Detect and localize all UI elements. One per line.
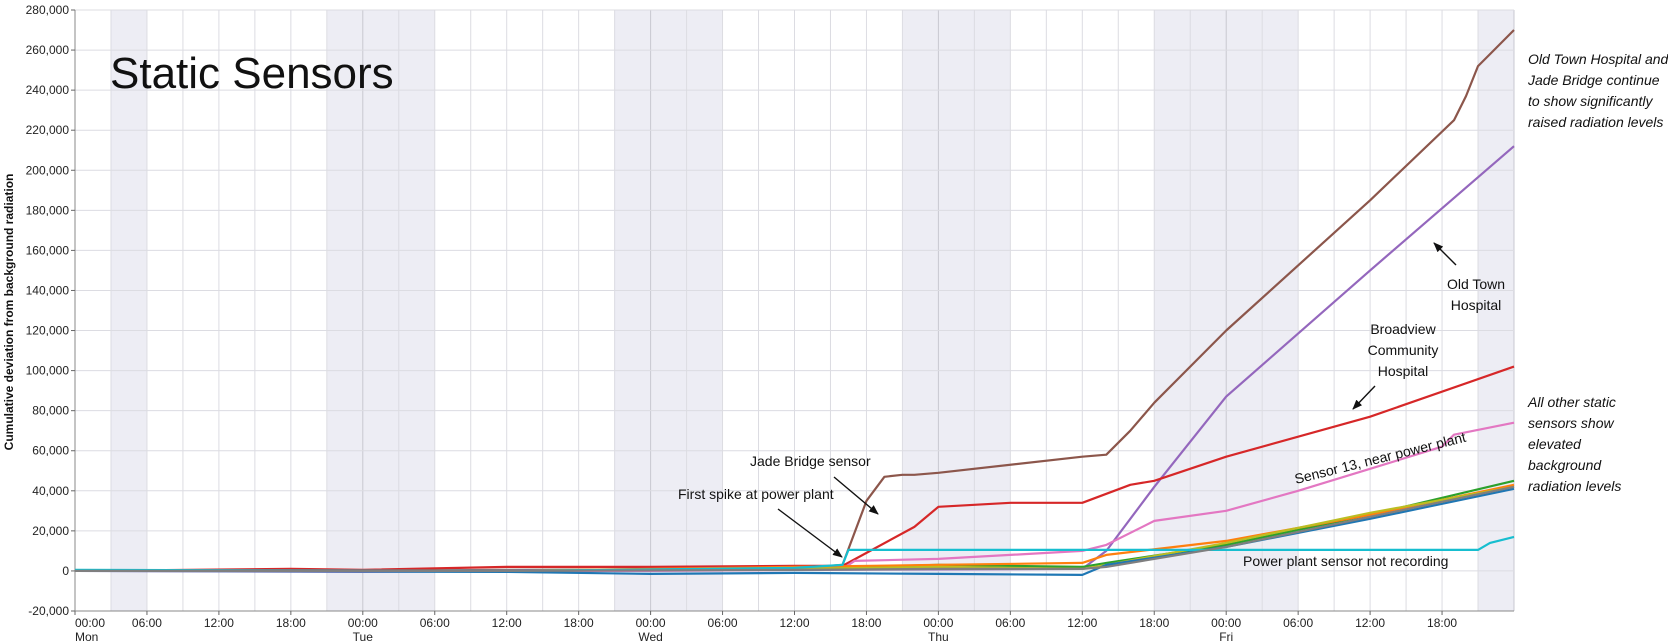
- x-day-label: Mon: [75, 630, 98, 643]
- x-tick-label: 06:00: [995, 616, 1025, 630]
- x-tick-label: 18:00: [851, 616, 881, 630]
- series-lines: [74, 29, 1515, 577]
- y-tick-label: 180,000: [26, 203, 70, 217]
- y-tick-label: 200,000: [26, 163, 70, 177]
- x-tick-label: 12:00: [204, 616, 234, 630]
- chart-title: Static Sensors: [110, 49, 394, 98]
- x-day-label: Wed: [638, 630, 662, 643]
- y-tick-label: -20,000: [28, 604, 69, 618]
- x-tick-label: 06:00: [132, 616, 162, 630]
- x-tick-label: 00:00: [75, 616, 105, 630]
- y-tick-label: 60,000: [32, 444, 69, 458]
- side-note-bottom-line4: background: [1528, 457, 1602, 473]
- y-tick-label: 160,000: [26, 243, 70, 257]
- x-tick-label: 00:00: [1211, 616, 1241, 630]
- y-tick-label: 140,000: [26, 283, 70, 297]
- arrow-broadview: [1352, 385, 1376, 410]
- annotation-broadview-line1: Broadview: [1370, 321, 1436, 337]
- x-day-label: Thu: [928, 630, 949, 643]
- x-tick-label: 06:00: [708, 616, 738, 630]
- y-tick-label: 280,000: [26, 3, 70, 17]
- annotation-not-recording: Power plant sensor not recording: [1243, 553, 1448, 569]
- x-tick-label: 12:00: [1067, 616, 1097, 630]
- side-note-top: Old Town Hospital and Jade Bridge contin…: [1527, 51, 1668, 130]
- night-bands: [110, 10, 1514, 611]
- y-tick-label: 80,000: [32, 404, 69, 418]
- x-day-label: Fri: [1219, 630, 1233, 643]
- side-note-top-line3: to show significantly: [1528, 93, 1654, 109]
- side-note-bottom-line3: elevated: [1528, 436, 1582, 452]
- x-tick-label: 18:00: [1139, 616, 1169, 630]
- x-tick-label: 12:00: [1355, 616, 1385, 630]
- series-line: [75, 485, 1515, 573]
- y-tick-label: 240,000: [26, 83, 70, 97]
- x-tick-label: 12:00: [779, 616, 809, 630]
- x-tick-label: 18:00: [276, 616, 306, 630]
- annotation-oldtown-line2: Hospital: [1451, 297, 1502, 313]
- x-day-label: Tue: [353, 630, 374, 643]
- x-tick-label: 00:00: [923, 616, 953, 630]
- y-tick-label: 40,000: [32, 484, 69, 498]
- night-band: [110, 10, 147, 611]
- y-tick-label: 20,000: [32, 524, 69, 538]
- annotation-jade-bridge: Jade Bridge sensor: [750, 453, 871, 469]
- side-note-top-line2: Jade Bridge continue: [1527, 72, 1660, 88]
- series-line: [74, 365, 1515, 572]
- night-band: [902, 10, 1011, 611]
- y-tick-label: 0: [62, 564, 69, 578]
- x-tick-label: 12:00: [492, 616, 522, 630]
- side-note-top-line1: Old Town Hospital and: [1528, 51, 1668, 67]
- x-tick-label: 18:00: [1427, 616, 1457, 630]
- side-note-bottom: All other static sensors show elevated b…: [1527, 394, 1621, 494]
- x-axis-ticks: 00:00 06:00 12:00 18:00 00:00 06:00 12:00 18:00…: [74, 611, 1457, 643]
- night-band: [326, 10, 435, 611]
- side-note-top-line4: raised radiation levels: [1528, 114, 1663, 130]
- y-tick-label: 260,000: [26, 43, 70, 57]
- night-band: [1478, 10, 1514, 611]
- x-tick-label: 06:00: [1283, 616, 1313, 630]
- x-tick-label: 18:00: [564, 616, 594, 630]
- annotation-broadview-line3: Hospital: [1378, 363, 1429, 379]
- annotation-oldtown-line1: Old Town: [1447, 276, 1505, 292]
- y-tick-label: 220,000: [26, 123, 70, 137]
- y-tick-label: 120,000: [26, 324, 70, 338]
- arrow-jade-bridge: [833, 476, 879, 515]
- x-tick-label: 00:00: [348, 616, 378, 630]
- series-line: [74, 535, 1515, 573]
- grid-lines: [74, 9, 1515, 612]
- y-axis-label: Cumulative deviation from background rad…: [2, 174, 16, 451]
- arrow-oldtown: [1433, 242, 1457, 266]
- y-axis-ticks: -20,000 0 20,000 40,000 60,000 80,000 100,000 1…: [26, 3, 75, 618]
- side-note-bottom-line2: sensors show: [1528, 415, 1614, 431]
- y-tick-label: 100,000: [26, 364, 70, 378]
- arrow-first-spike: [777, 508, 843, 558]
- annotation-broadview-line2: Community: [1368, 342, 1439, 358]
- annotation-first-spike: First spike at power plant: [678, 486, 834, 502]
- side-note-bottom-line5: radiation levels: [1528, 478, 1621, 494]
- side-note-bottom-line1: All other static: [1527, 394, 1616, 410]
- x-tick-label: 00:00: [636, 616, 666, 630]
- x-tick-label: 06:00: [420, 616, 450, 630]
- night-band: [614, 10, 723, 611]
